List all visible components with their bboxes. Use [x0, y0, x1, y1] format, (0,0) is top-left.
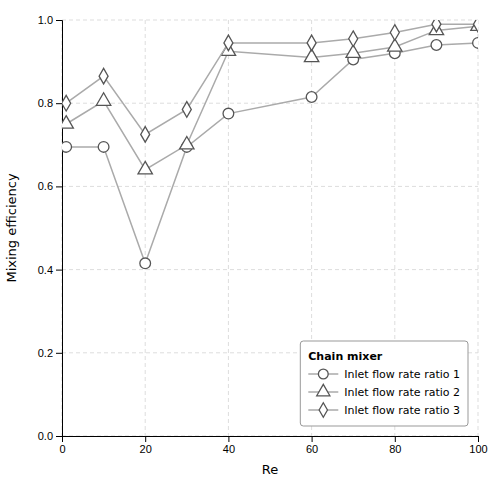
tick-label: 0.4 — [38, 264, 53, 276]
tick-label: 0.2 — [38, 347, 53, 359]
chart: 0 20 40 60 80 100 0.0 0.2 0.4 0.6 0.8 1.0 Chain mixe… — [0, 0, 500, 484]
tick-mark — [478, 436, 479, 442]
tick-mark — [56, 186, 62, 187]
point — [62, 116, 73, 128]
grid-line — [62, 20, 478, 21]
grid-line — [62, 269, 478, 270]
tick-label: 0.6 — [38, 180, 53, 192]
legend-marker — [317, 384, 330, 395]
tick-label: 60 — [306, 443, 318, 455]
legend-marker — [318, 369, 328, 379]
tick-label: 20 — [140, 443, 152, 455]
tick: 80 — [389, 436, 401, 455]
legend-entry: Inlet flow rate ratio 3 — [344, 404, 460, 417]
legend-entry: Inlet flow rate ratio 1 — [344, 368, 460, 381]
series-group — [62, 20, 478, 269]
tick-label: 40 — [223, 443, 235, 455]
axis-line — [56, 21, 63, 437]
grid-line — [62, 103, 478, 104]
tick-mark — [395, 436, 396, 442]
point — [98, 142, 109, 153]
tick-label: 0 — [59, 443, 65, 455]
series-markers — [62, 20, 478, 142]
tick-mark — [312, 436, 313, 442]
tick: 0 — [59, 436, 65, 455]
point — [224, 35, 233, 51]
grid — [62, 20, 478, 436]
point — [96, 93, 110, 105]
legend: Chain mixer Inlet flow rate ratio 1 Inlet … — [300, 341, 468, 426]
legend-title: Chain mixer — [308, 350, 383, 363]
tick-label: 0.0 — [38, 430, 53, 442]
point — [432, 20, 441, 32]
legend-entry: Inlet flow rate ratio 2 — [344, 386, 460, 399]
y-axis-label: Mixing efficiency — [4, 173, 19, 282]
tick: 0.4 — [38, 264, 62, 276]
tick-label: 0.8 — [38, 97, 53, 109]
tick: 0.2 — [38, 347, 62, 359]
point — [306, 92, 317, 103]
point — [349, 31, 358, 47]
grid-line — [478, 20, 479, 436]
point — [307, 35, 316, 51]
plot: 0 20 40 60 80 100 0.0 0.2 0.4 0.6 0.8 1.0 Chain mixe… — [38, 14, 488, 455]
legend-box — [300, 341, 468, 426]
point — [180, 136, 194, 148]
point — [223, 108, 234, 119]
series-markers — [62, 38, 478, 269]
grid-line — [62, 186, 478, 187]
tick-mark — [56, 270, 62, 271]
series-line — [66, 43, 478, 263]
tick: 1.0 — [38, 14, 62, 26]
tick-mark — [56, 353, 62, 354]
legend-marker — [319, 403, 327, 417]
tick: 60 — [306, 436, 318, 455]
point — [62, 95, 71, 111]
tick-label: 100 — [469, 443, 487, 455]
tick-mark — [228, 436, 229, 442]
point — [390, 25, 399, 41]
series-line — [66, 26, 478, 170]
tick: 0.0 — [38, 430, 62, 442]
y-axis: 0.0 0.2 0.4 0.6 0.8 1.0 — [38, 14, 63, 442]
tick: 0.8 — [38, 97, 62, 109]
tick: 100 — [469, 436, 487, 455]
grid-line — [228, 20, 229, 436]
tick: 40 — [223, 436, 235, 455]
point — [182, 102, 191, 118]
tick-mark — [56, 20, 62, 21]
point — [474, 20, 478, 32]
series-line — [66, 24, 478, 134]
x-axis: 0 20 40 60 80 100 — [59, 436, 487, 455]
tick-mark — [56, 103, 62, 104]
tick: 0.6 — [38, 180, 62, 192]
point — [138, 161, 152, 173]
point — [141, 127, 150, 143]
tick-mark — [56, 436, 62, 437]
series-markers — [62, 20, 478, 174]
tick-mark — [145, 436, 146, 442]
x-axis-label: Re — [262, 462, 278, 477]
grid-line — [145, 20, 146, 436]
axis-line — [63, 437, 479, 443]
point — [140, 258, 151, 269]
point — [62, 142, 72, 153]
point — [99, 68, 108, 84]
tick: 20 — [140, 436, 152, 455]
point — [431, 40, 442, 51]
tick-label: 80 — [389, 443, 401, 455]
tick-label: 1.0 — [38, 14, 53, 26]
point — [473, 38, 478, 49]
